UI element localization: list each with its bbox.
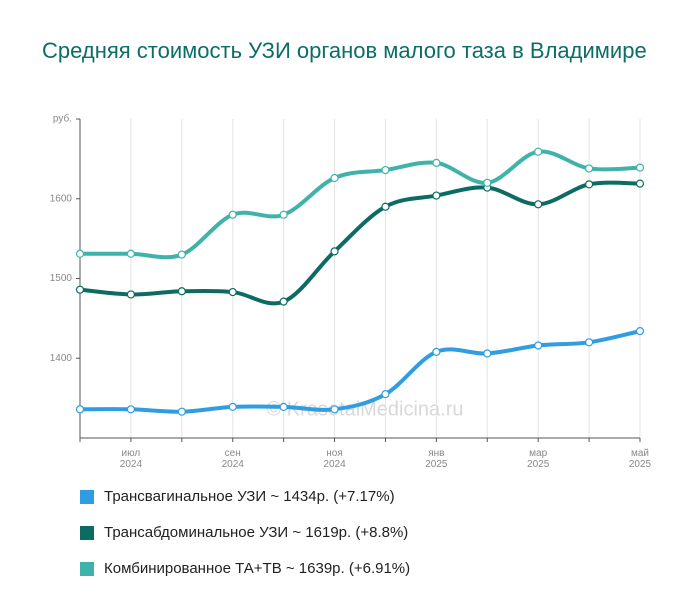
- x-tick-label: ноя 2024: [323, 448, 346, 470]
- y-tick-label: 1400: [50, 353, 73, 364]
- point: [584, 338, 594, 347]
- point: [432, 347, 441, 356]
- legend-label: Трансабдоминальное УЗИ ~ 1619р. (+8.8%): [104, 524, 409, 541]
- point: [330, 247, 339, 256]
- y-tick-label: 1600: [50, 193, 73, 204]
- point: [534, 200, 543, 209]
- y-tick-label: 1500: [50, 273, 73, 284]
- point: [483, 178, 492, 187]
- point: [635, 179, 645, 188]
- point: [126, 249, 136, 258]
- legend-swatch: [80, 561, 94, 576]
- legend-item: Трансвагинальное УЗИ ~ 1434р. (+7.17%): [80, 488, 395, 505]
- legend-item: Комбинированное ТА+ТВ ~ 1639р. (+6.91%): [80, 560, 410, 577]
- series-line: [79, 149, 641, 260]
- point: [330, 173, 339, 183]
- point: [279, 297, 288, 306]
- point: [534, 341, 543, 350]
- series-line: [79, 180, 641, 306]
- point: [279, 210, 288, 219]
- point: [177, 250, 186, 259]
- point: [75, 249, 85, 258]
- point: [177, 287, 186, 296]
- x-tick-label: май 2025: [628, 448, 652, 470]
- legend-label: Трансвагинальное УЗИ ~ 1434р. (+7.17%): [104, 488, 395, 505]
- x-tick-label: мар 2025: [527, 448, 550, 470]
- point: [126, 290, 136, 299]
- point: [432, 158, 441, 167]
- point: [635, 163, 645, 172]
- point: [228, 402, 237, 411]
- point: [177, 407, 186, 416]
- point: [228, 210, 237, 219]
- point: [534, 147, 543, 156]
- x-tick-label: янв 2025: [425, 448, 448, 470]
- point: [228, 287, 237, 297]
- chart-title: Средняя стоимость УЗИ органов малого таз…: [42, 38, 647, 63]
- point: [126, 405, 136, 414]
- legend-swatch: [80, 489, 94, 504]
- point: [584, 164, 594, 173]
- point: [483, 349, 492, 358]
- point: [381, 165, 390, 175]
- point: [432, 191, 441, 200]
- point: [381, 202, 390, 211]
- legend-swatch: [80, 525, 94, 540]
- y-tick-label: руб.: [53, 113, 72, 125]
- legend-label: Комбинированное ТА+ТВ ~ 1639р. (+6.91%): [104, 560, 411, 577]
- x-tick-label: сен 2024: [221, 448, 244, 470]
- point: [381, 390, 390, 399]
- point: [279, 402, 288, 411]
- watermark: © KrasotaiMedicina.ru: [266, 398, 463, 420]
- point: [75, 285, 85, 294]
- legend-item: Трансабдоминальное УЗИ ~ 1619р. (+8.8%): [80, 524, 408, 541]
- x-tick-label: июл 2024: [119, 448, 143, 470]
- point: [635, 327, 645, 336]
- point: [75, 405, 85, 414]
- point: [584, 180, 594, 189]
- point: [330, 405, 339, 414]
